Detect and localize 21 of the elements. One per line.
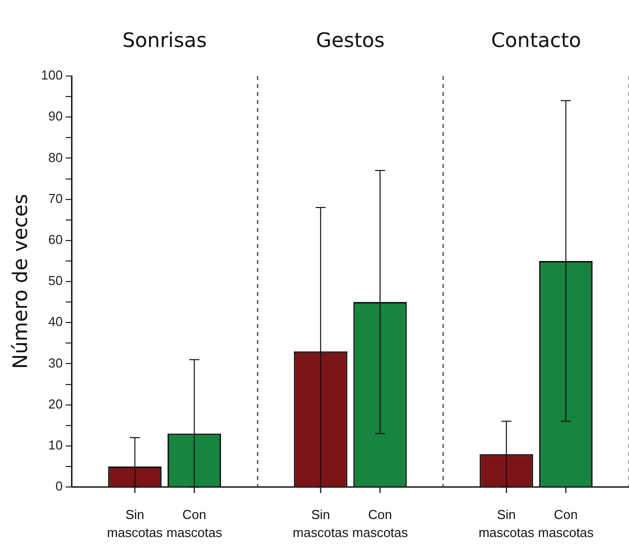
text: Con mascotas <box>166 507 222 540</box>
x-tick-label: Sonrisas <box>122 28 207 52</box>
y-tick-label: 30 <box>48 355 63 370</box>
y-tick-label: 20 <box>48 396 63 412</box>
y-tick-label: 10 <box>48 437 63 452</box>
x-tick-label: Gestos <box>316 28 385 52</box>
y-tick-label: 100 <box>40 68 63 83</box>
y-tick-label: 50 <box>48 273 63 288</box>
x-tick-label: Contacto <box>491 28 582 52</box>
y-tick-label: 80 <box>48 150 63 165</box>
y-tick-label: 70 <box>48 190 63 206</box>
y-axis-title: Número de veces <box>8 194 32 370</box>
text: Sin mascotas <box>478 507 534 540</box>
y-tick-label: 90 <box>48 108 63 124</box>
y-tick-label: 60 <box>48 232 63 247</box>
y-tick-label: 0 <box>55 478 63 494</box>
text: Con mascotas <box>352 507 408 540</box>
series-label: Con mascotas <box>538 507 594 540</box>
y-tick-label: 40 <box>48 314 63 330</box>
series-label: Sin mascotas <box>107 507 164 540</box>
text: Sin mascotas <box>292 507 348 540</box>
